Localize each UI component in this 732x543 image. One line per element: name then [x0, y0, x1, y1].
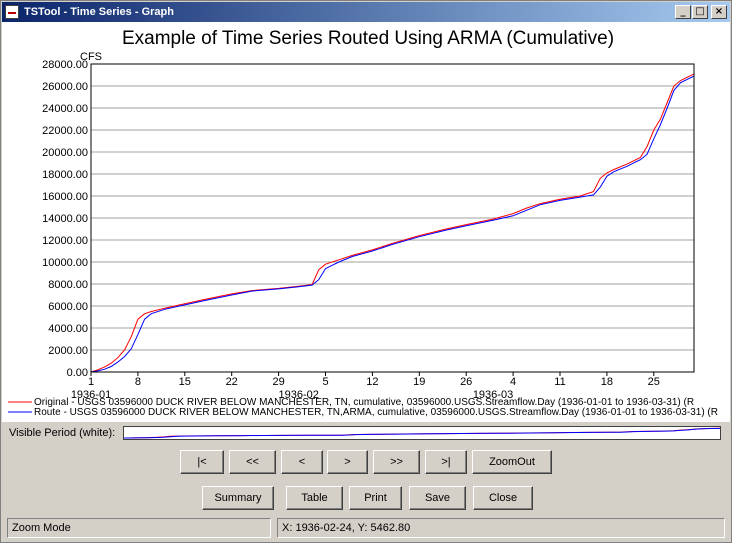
x-tick-label: 25 — [648, 376, 660, 388]
print-button[interactable]: Print — [349, 486, 402, 510]
last-button[interactable]: >| — [425, 450, 467, 474]
x-tick-label: 15 — [179, 376, 191, 388]
close-window-button[interactable]: × — [711, 5, 727, 19]
visible-period-overview-plot — [123, 427, 721, 439]
x-tick-label: 18 — [601, 376, 613, 388]
x-tick-label: 19 — [413, 376, 425, 388]
plot-frame — [90, 63, 695, 373]
y-tick-label: 6000.00 — [48, 301, 88, 313]
status-coordinates: X: 1936-02-24, Y: 5462.80 — [277, 518, 725, 538]
y-tick-label: 16000.00 — [42, 191, 88, 203]
legend: Original - USGS 03596000 DUCK RIVER BELO… — [8, 397, 718, 418]
x-tick-label: 11 — [554, 376, 565, 388]
y-tick-label: 24000.00 — [42, 103, 88, 115]
y-axis-label: CFS — [80, 51, 102, 63]
y-tick-label: 12000.00 — [42, 235, 88, 247]
y-tick-label: 10000.00 — [42, 257, 88, 269]
x-tick-label: 22 — [226, 376, 238, 388]
y-tick-label: 4000.00 — [48, 323, 88, 335]
page-back-button[interactable]: << — [229, 450, 276, 474]
series-line-0 — [90, 73, 695, 373]
summary-button[interactable]: Summary — [202, 486, 274, 510]
y-tick-label: 0.00 — [67, 367, 88, 379]
visible-period-label: Visible Period (white): — [9, 427, 116, 439]
legend-entry-0: Original - USGS 03596000 DUCK RIVER BELO… — [34, 397, 694, 408]
y-tick-label: 20000.00 — [42, 147, 88, 159]
visible-period-overview[interactable] — [123, 426, 721, 440]
series-lines — [90, 73, 695, 373]
x-tick-label: 1 — [88, 376, 94, 388]
title-bar: TSTool - Time Series - Graph _ □ × — [2, 2, 730, 22]
x-tick-label: 26 — [460, 376, 472, 388]
back-button[interactable]: < — [281, 450, 323, 474]
time-series-chart[interactable]: Example of Time Series Routed Using ARMA… — [2, 22, 730, 422]
x-tick-label: 8 — [135, 376, 141, 388]
x-tick-label: 12 — [366, 376, 378, 388]
x-month-label: 1936-01 — [71, 389, 111, 401]
y-tick-label: 14000.00 — [42, 213, 88, 225]
y-tick-label: 22000.00 — [42, 125, 88, 137]
minimize-button[interactable]: _ — [675, 5, 691, 19]
maximize-button[interactable]: □ — [692, 5, 708, 19]
x-tick-label: 5 — [322, 376, 328, 388]
series-line-1 — [90, 75, 695, 373]
overview-line-0 — [123, 427, 721, 439]
x-month-label: 1936-03 — [473, 389, 513, 401]
y-tick-label: 26000.00 — [42, 81, 88, 93]
overview-line-1 — [124, 427, 721, 439]
page-forward-button[interactable]: >> — [373, 450, 420, 474]
chart-title: Example of Time Series Routed Using ARMA… — [122, 28, 614, 49]
y-tick-label: 18000.00 — [42, 169, 88, 181]
zoom-out-button[interactable]: ZoomOut — [472, 450, 552, 474]
save-button[interactable]: Save — [409, 486, 466, 510]
legend-entry-1: Route - USGS 03596000 DUCK RIVER BELOW M… — [34, 407, 718, 418]
forward-button[interactable]: > — [327, 450, 368, 474]
window-title: TSTool - Time Series - Graph — [24, 6, 174, 18]
y-axis-ticks: 0.00 2000.00 4000.00 6000.00 8000.00 10000.00… — [42, 59, 88, 379]
app-icon — [5, 5, 19, 19]
first-button[interactable]: |< — [180, 450, 224, 474]
x-month-label: 1936-02 — [279, 389, 319, 401]
y-tick-label: 8000.00 — [48, 279, 88, 291]
y-tick-label: 28000.00 — [42, 59, 88, 71]
x-tick-label: 4 — [510, 376, 516, 388]
plot-area[interactable]: Example of Time Series Routed Using ARMA… — [2, 22, 730, 422]
x-tick-label: 29 — [272, 376, 284, 388]
y-tick-label: 2000.00 — [48, 345, 88, 357]
table-button[interactable]: Table — [286, 486, 343, 510]
status-mode: Zoom Mode — [7, 518, 271, 538]
close-button[interactable]: Close — [473, 486, 533, 510]
